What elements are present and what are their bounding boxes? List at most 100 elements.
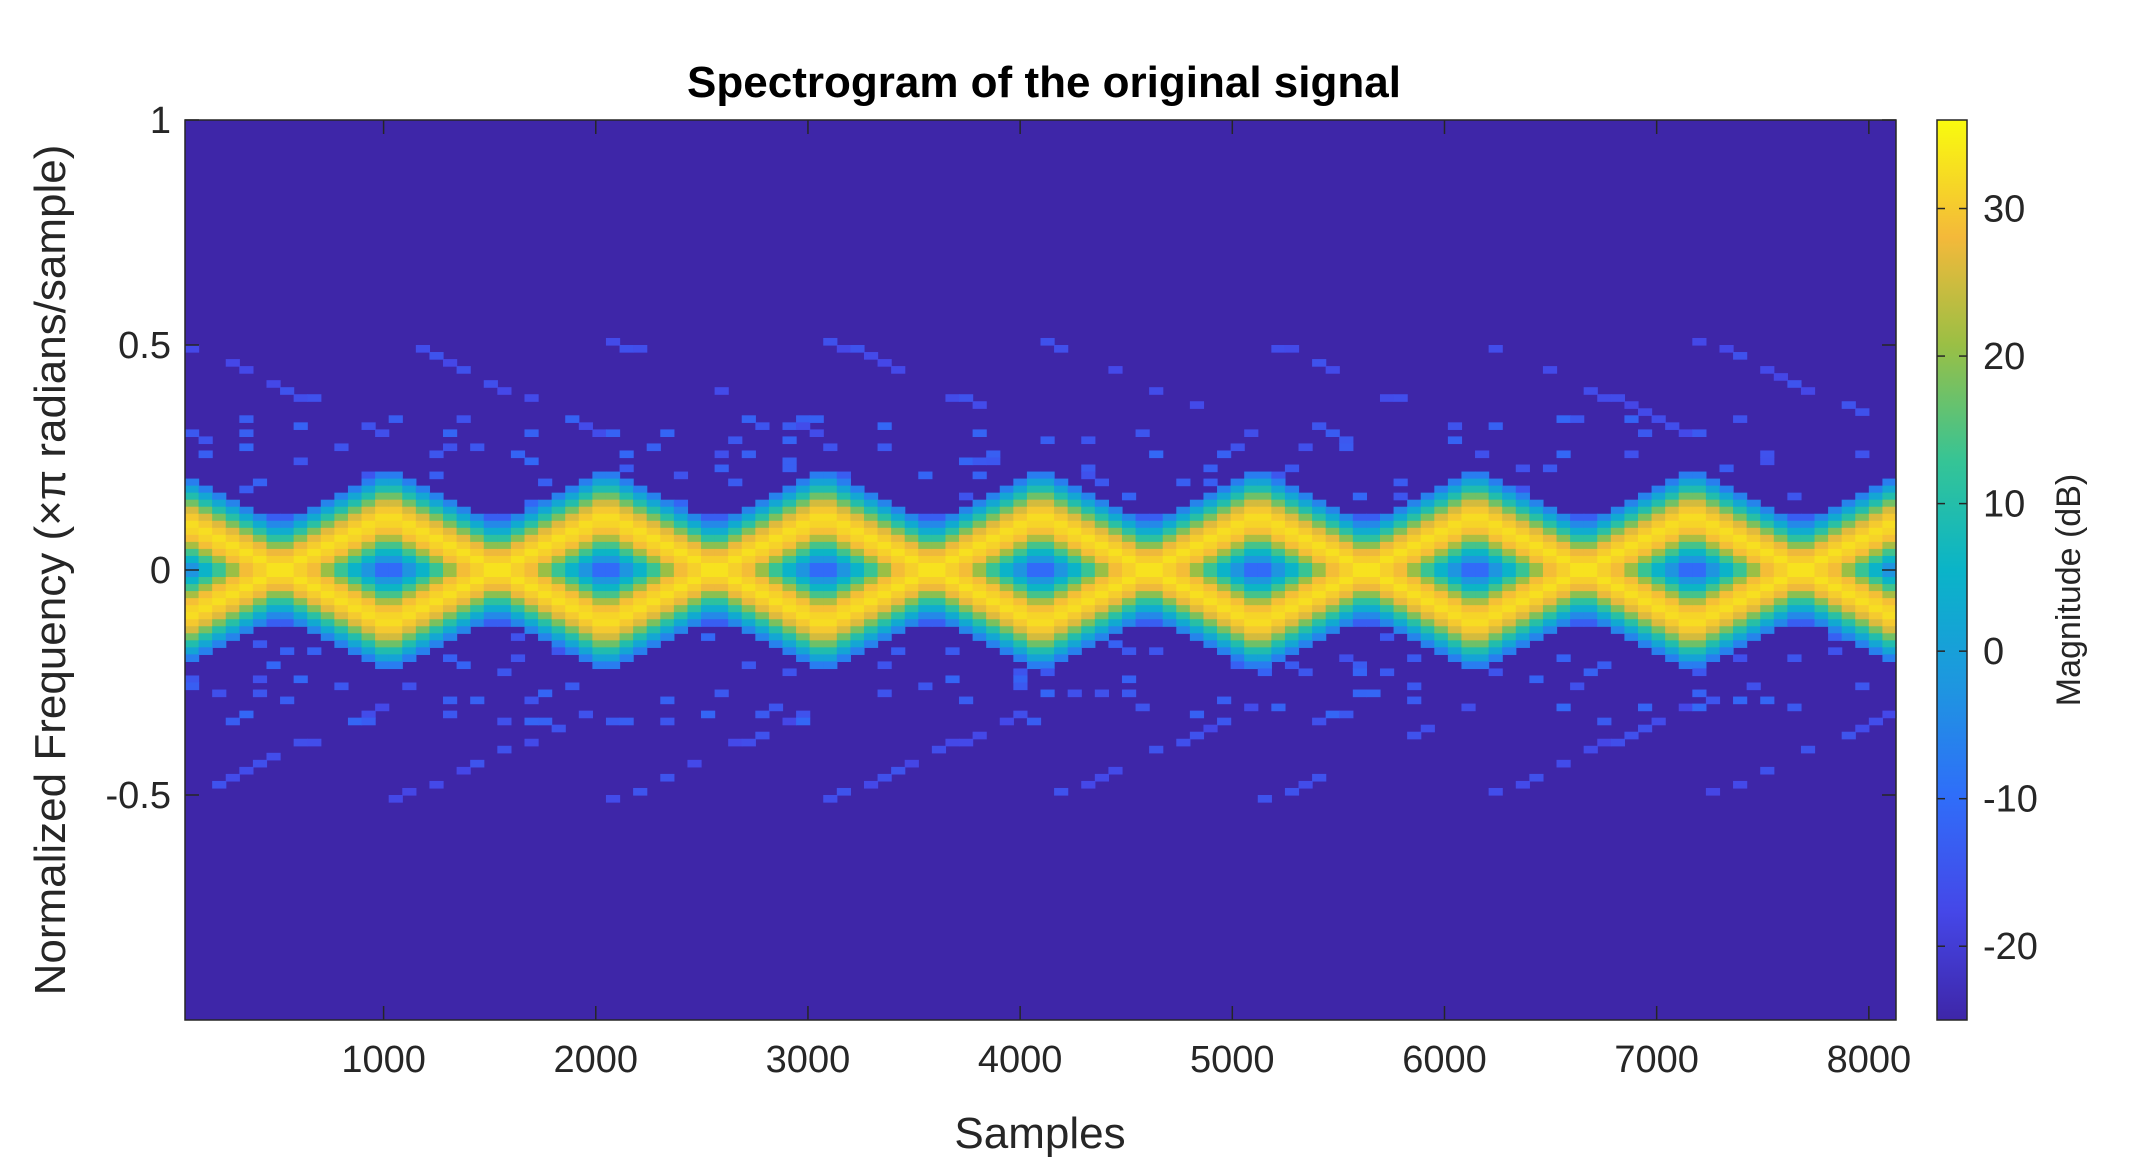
heatmap-cell <box>592 654 607 663</box>
heatmap-cell <box>592 562 607 571</box>
heatmap-cell <box>1475 598 1490 606</box>
heatmap-cell <box>660 696 675 705</box>
heatmap-cell <box>904 612 919 620</box>
heatmap-cell <box>510 584 526 592</box>
heatmap-cell <box>796 633 811 641</box>
heatmap-cell <box>999 485 1014 494</box>
heatmap-cell <box>1882 605 1897 613</box>
heatmap-cell <box>185 506 200 515</box>
heatmap-cell <box>823 654 838 663</box>
heatmap-cell <box>1176 570 1191 578</box>
heatmap-cell <box>1284 661 1300 670</box>
heatmap-cell <box>510 633 526 641</box>
heatmap-cell <box>836 577 851 585</box>
heatmap-cell <box>972 499 987 508</box>
heatmap-cell <box>1040 527 1055 536</box>
heatmap-cell <box>1135 562 1150 571</box>
heatmap-cell <box>1882 647 1897 655</box>
heatmap-cell <box>660 499 675 508</box>
heatmap-cell <box>483 562 498 571</box>
heatmap-cell <box>1217 527 1232 536</box>
heatmap-cell <box>714 527 729 536</box>
heatmap-cell <box>1366 584 1381 592</box>
heatmap-cell <box>375 598 390 606</box>
heatmap-cell <box>347 534 363 543</box>
heatmap-cell <box>1855 591 1870 599</box>
heatmap-cell <box>1637 492 1653 501</box>
heatmap-cell <box>1366 520 1381 529</box>
heatmap-cell <box>1882 478 1897 487</box>
heatmap-cell <box>1733 520 1748 529</box>
heatmap-cell <box>1488 555 1503 564</box>
heatmap-cell <box>1284 520 1300 529</box>
heatmap-cell <box>592 633 607 641</box>
heatmap-cell <box>402 527 417 536</box>
heatmap-cell <box>999 520 1014 529</box>
heatmap-cell <box>361 598 376 606</box>
heatmap-cell <box>1515 506 1530 515</box>
heatmap-cell <box>1760 612 1775 620</box>
heatmap-cell <box>347 527 363 536</box>
heatmap-cell <box>999 591 1014 599</box>
heatmap-cell <box>1230 541 1245 550</box>
heatmap-cell <box>796 527 811 536</box>
heatmap-cell <box>1135 598 1150 606</box>
heatmap-cell <box>1407 513 1422 522</box>
heatmap-cell <box>959 696 974 705</box>
heatmap-cell <box>565 577 580 585</box>
heatmap-cell <box>1081 541 1096 550</box>
heatmap-cell <box>1597 717 1612 726</box>
heatmap-cell <box>1855 724 1870 733</box>
heatmap-cell <box>796 541 811 550</box>
heatmap-cell <box>252 527 268 536</box>
heatmap-cell <box>1488 520 1503 529</box>
heatmap-cell <box>1054 619 1069 627</box>
heatmap-cell <box>1352 584 1368 592</box>
heatmap-cell <box>999 499 1014 508</box>
heatmap-cell <box>1013 654 1028 663</box>
heatmap-cell <box>1488 584 1503 592</box>
heatmap-cell <box>402 612 417 620</box>
heatmap-cell <box>1121 647 1137 655</box>
heatmap-cell <box>1420 513 1435 522</box>
heatmap-cell <box>1298 570 1313 578</box>
heatmap-cell <box>660 619 675 627</box>
heatmap-cell <box>280 591 295 599</box>
heatmap-cell <box>510 570 526 578</box>
heatmap-cell <box>1054 485 1069 494</box>
heatmap-cell <box>1366 562 1381 571</box>
heatmap-cell <box>796 499 811 508</box>
heatmap-cell <box>1461 612 1476 620</box>
heatmap-cell <box>565 527 580 536</box>
heatmap-cell <box>1407 520 1422 529</box>
heatmap-cell <box>1529 499 1544 508</box>
heatmap-cell <box>1393 570 1408 578</box>
heatmap-cell <box>1502 584 1517 592</box>
heatmap-cell <box>945 598 960 606</box>
heatmap-cell <box>1556 562 1571 571</box>
heatmap-cell <box>1692 337 1707 346</box>
heatmap-cell <box>1570 612 1585 620</box>
heatmap-cell <box>280 513 295 522</box>
heatmap-cell <box>1230 612 1245 620</box>
heatmap-cell <box>619 548 634 557</box>
heatmap-cell <box>809 513 824 522</box>
heatmap-cell <box>1217 633 1232 641</box>
heatmap-cell <box>1447 605 1463 613</box>
heatmap-cell <box>931 548 947 557</box>
heatmap-cell <box>252 541 268 550</box>
heatmap-cell <box>1135 555 1150 564</box>
heatmap-cell <box>891 527 906 536</box>
heatmap-cell <box>809 647 824 655</box>
heatmap-cell <box>1475 584 1490 592</box>
heatmap-cell <box>1624 548 1639 557</box>
heatmap-cell <box>1067 527 1082 536</box>
heatmap-cell <box>1773 562 1788 571</box>
heatmap-cell <box>986 555 1001 564</box>
heatmap-cell <box>1271 584 1286 592</box>
heatmap-cell <box>1475 513 1490 522</box>
heatmap-cell <box>252 584 268 592</box>
heatmap-cell <box>755 499 770 508</box>
heatmap-cell <box>1583 598 1598 606</box>
heatmap-cell <box>1760 513 1775 522</box>
